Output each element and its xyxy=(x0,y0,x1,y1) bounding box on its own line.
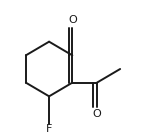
Text: O: O xyxy=(93,109,101,119)
Text: O: O xyxy=(68,15,77,25)
Text: F: F xyxy=(46,124,52,134)
